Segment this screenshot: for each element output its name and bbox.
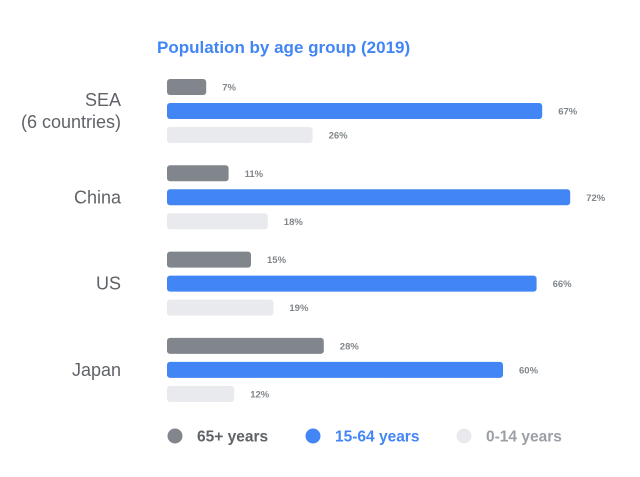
bar xyxy=(167,337,324,354)
bar xyxy=(167,385,235,402)
bar xyxy=(167,103,543,119)
data-label: 67% xyxy=(558,107,578,118)
legend-marker xyxy=(305,428,321,444)
data-label: 18% xyxy=(284,217,304,228)
legend-label: 15-64 years xyxy=(335,429,419,446)
legend-marker xyxy=(456,428,472,444)
bar xyxy=(167,189,571,206)
bar xyxy=(167,361,503,378)
data-label: 28% xyxy=(340,341,360,352)
data-label: 60% xyxy=(519,365,539,376)
bar xyxy=(167,251,251,268)
data-label: 15% xyxy=(267,255,287,266)
bar xyxy=(167,127,313,143)
legend-label: 65+ years xyxy=(197,429,268,446)
category-label: US xyxy=(96,274,121,294)
bar xyxy=(167,165,229,182)
data-label: 7% xyxy=(222,83,236,94)
category-label: Japan xyxy=(72,360,121,380)
bar xyxy=(167,299,274,316)
legend: 65+ years 15-64 years 0-14 years xyxy=(167,428,562,446)
legend-label: 0-14 years xyxy=(486,429,562,446)
data-label: 66% xyxy=(553,279,573,290)
bar xyxy=(167,213,268,230)
category-label: China xyxy=(74,187,122,207)
bar xyxy=(167,79,207,95)
bar xyxy=(167,275,537,292)
data-label: 12% xyxy=(250,389,270,400)
plot-area: SEA (6 countries) 7% 67% 26% China 11% 72% 18% US… xyxy=(21,79,606,402)
data-label: 19% xyxy=(289,303,309,314)
data-label: 11% xyxy=(245,169,264,180)
data-label: 72% xyxy=(586,193,606,204)
data-label: 26% xyxy=(329,131,349,142)
legend-marker xyxy=(167,428,183,444)
category-label: SEA (6 countries) xyxy=(21,90,121,132)
chart-title: Population by age group (2019) xyxy=(157,38,410,57)
